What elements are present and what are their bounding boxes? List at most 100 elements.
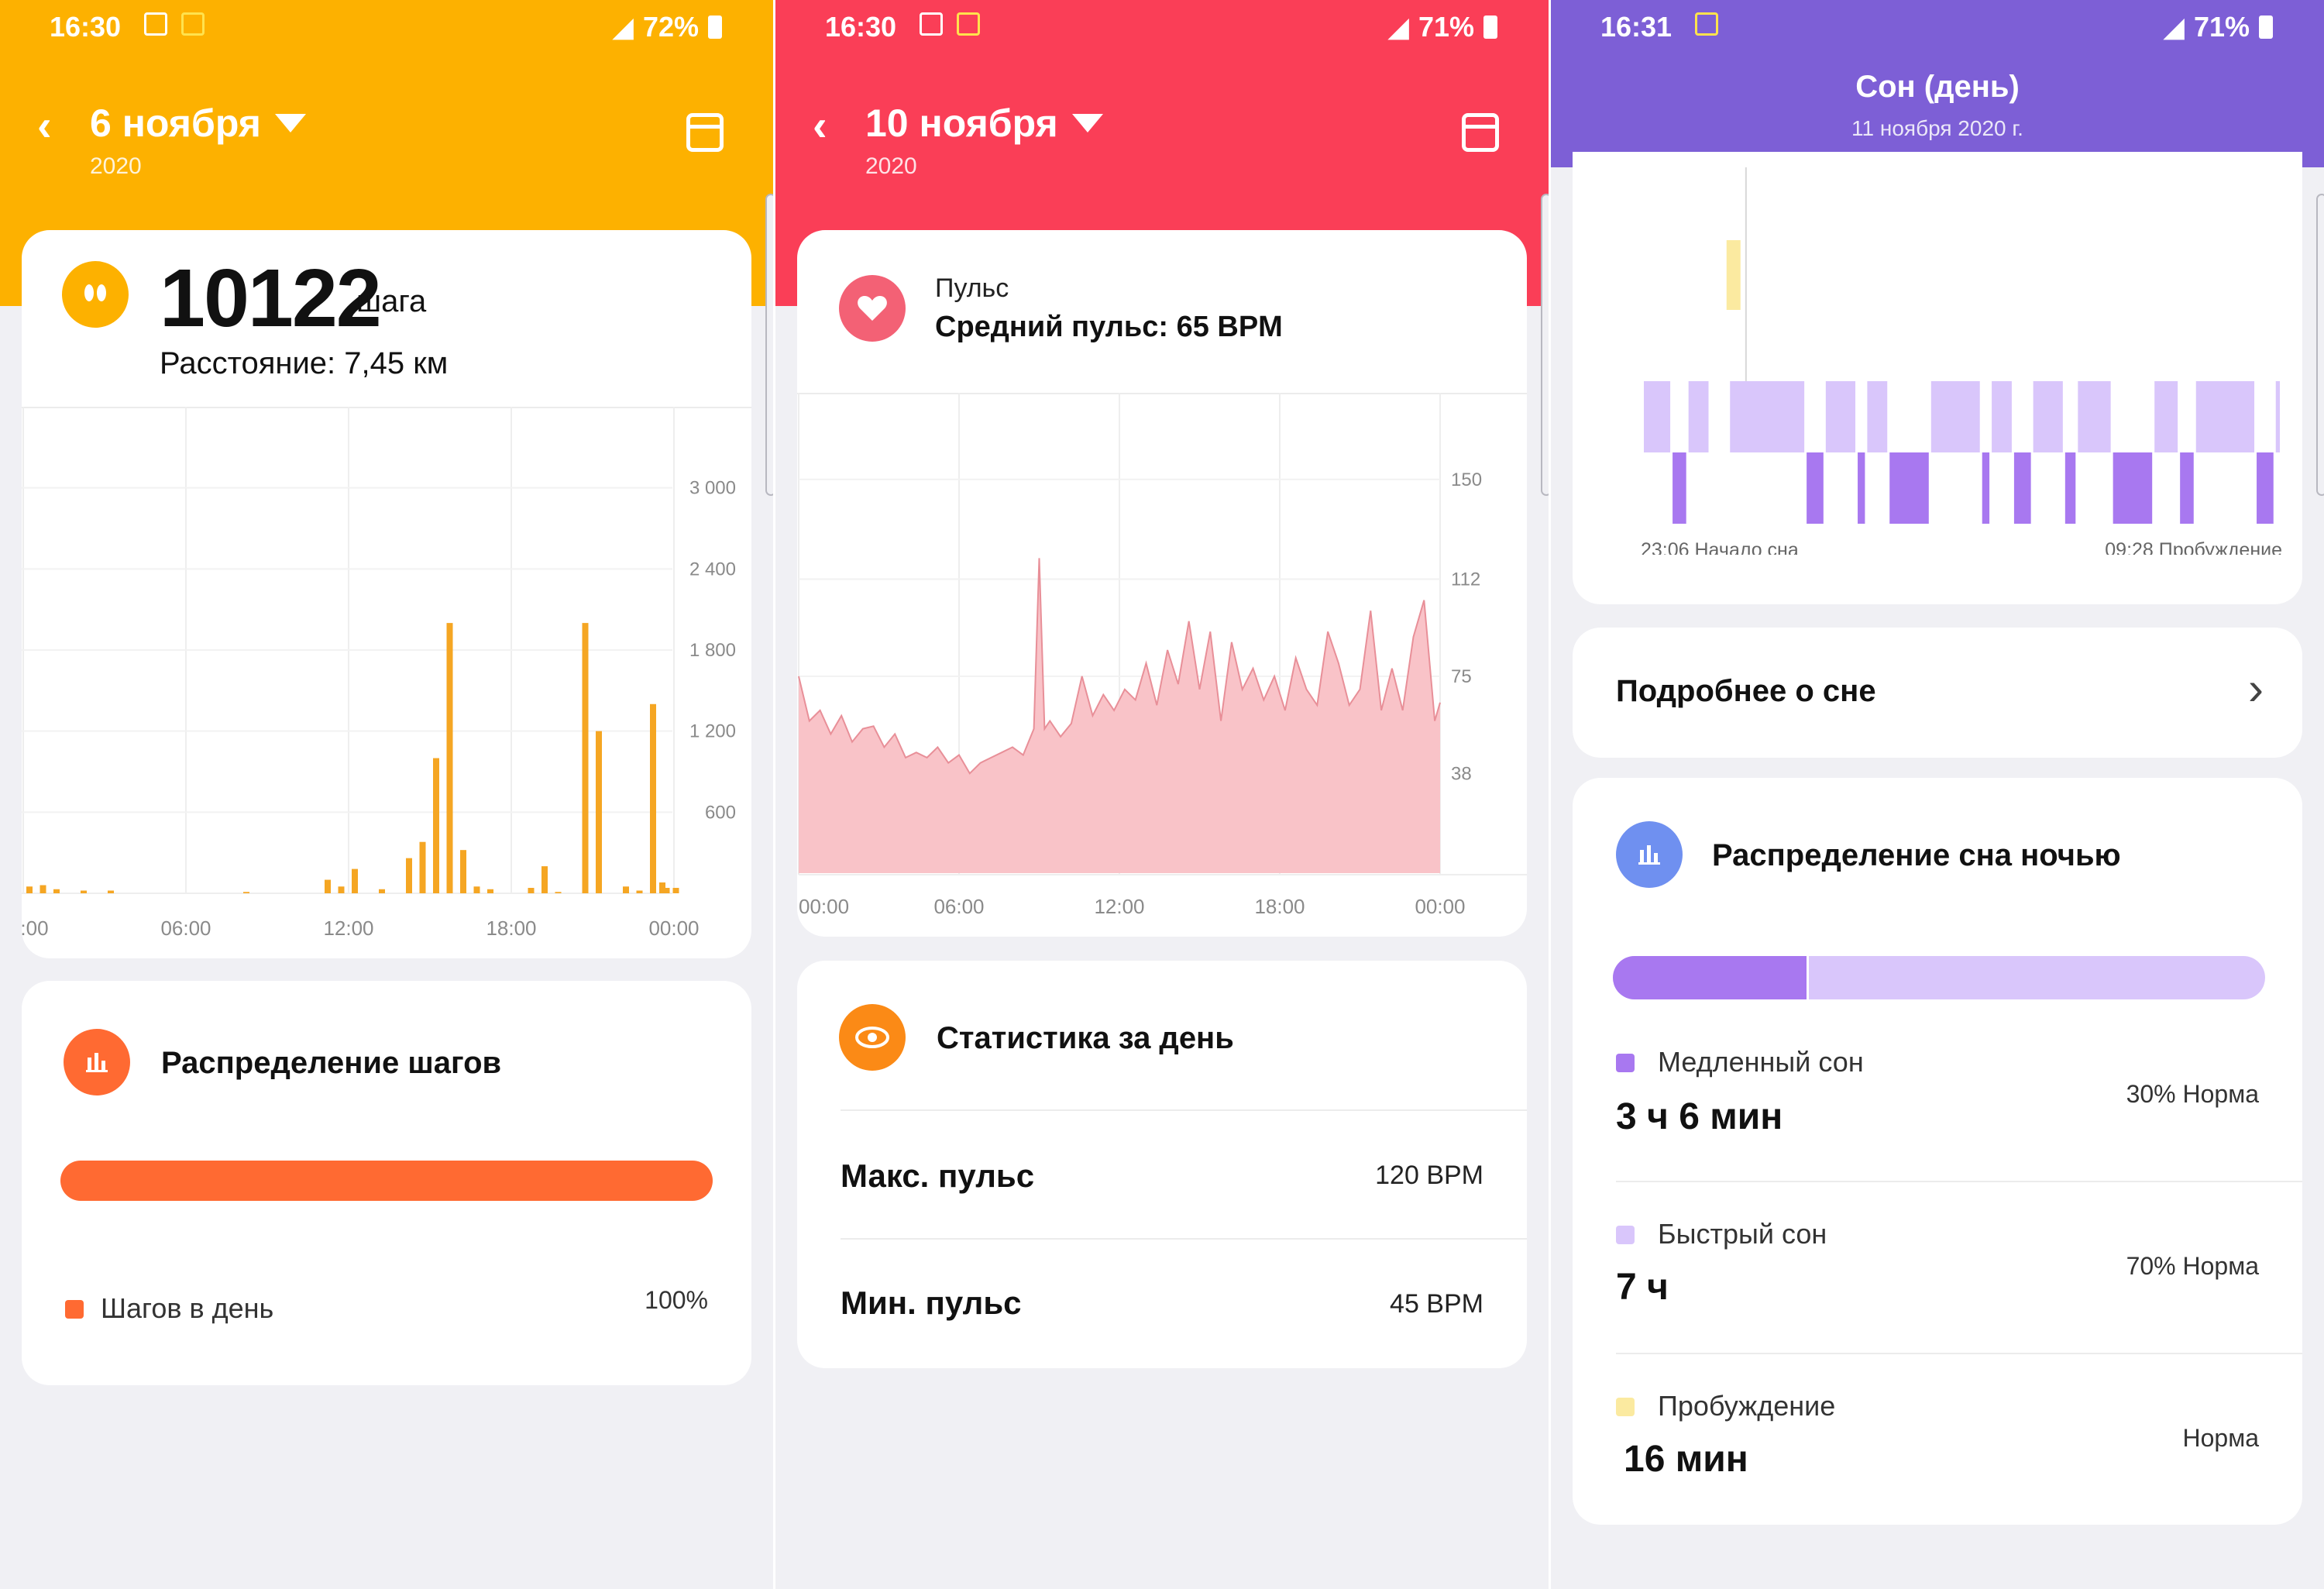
year-label: 2020 <box>865 153 917 179</box>
steps-total: 10122 <box>160 253 382 344</box>
battery-percent: 71% <box>1418 11 1474 43</box>
step-bar <box>659 882 665 893</box>
sleep-distribution-title: Распределение сна ночью <box>1712 838 2121 872</box>
eye-icon <box>839 1004 906 1071</box>
light-sleep-value: 7 ч <box>1616 1267 1669 1308</box>
y-tick-label: 3 000 <box>689 478 736 499</box>
gallery-icon <box>920 12 943 36</box>
divider <box>841 1109 1527 1111</box>
divider <box>1616 1181 2302 1182</box>
step-bar <box>541 866 548 893</box>
status-time: 16:30 <box>825 11 897 43</box>
light-sleep-percent: 70% Норма <box>2126 1252 2259 1280</box>
steps-distribution-bar <box>60 1161 713 1201</box>
sleep-distribution-card: Распределение сна ночью Медленный сон 3 … <box>1573 778 2302 1525</box>
date-label: 6 ноября <box>90 101 261 145</box>
heart-icon <box>839 275 906 342</box>
pulse-area <box>799 558 1440 873</box>
status-time: 16:30 <box>50 11 122 43</box>
step-bar <box>663 888 670 893</box>
step-bar <box>352 868 358 893</box>
status-notification-icons <box>144 12 205 36</box>
light-sleep-segment <box>1688 381 1709 452</box>
status-time: 16:31 <box>1600 11 1673 43</box>
y-tick-label: 1 200 <box>689 721 736 742</box>
steps-unit: шага <box>356 284 427 318</box>
date-selector[interactable]: 6 ноября <box>90 101 306 146</box>
signal-icon: ◢ <box>1387 11 1409 43</box>
chevron-right-icon: › <box>2248 662 2264 714</box>
max-pulse-value: 120 BPM <box>1375 1161 1483 1190</box>
sleep-details-card[interactable]: Подробнее о сне › <box>1573 628 2302 758</box>
step-bar <box>40 885 46 893</box>
x-tick-label: 12:00 <box>1094 895 1144 918</box>
x-tick-label: 00:00 <box>1415 895 1465 918</box>
caret-down-icon <box>274 114 306 132</box>
deep-sleep-segment <box>2113 452 2153 524</box>
bar-chart-icon <box>1616 821 1683 888</box>
chevron-left-icon[interactable]: ‹ <box>813 101 827 150</box>
step-bar <box>623 886 629 893</box>
light-sleep-segment <box>1825 381 1856 452</box>
x-tick-label: 00:00 <box>799 895 849 918</box>
status-notification-icons <box>1695 12 1718 36</box>
pulse-chart: 150 112 75 38 00:00 06:00 12:00 18:00 00:00 <box>798 393 1527 918</box>
battery-icon <box>1483 15 1497 39</box>
distribution-title: Распределение шагов <box>161 1046 502 1080</box>
legend-percent: 100% <box>645 1286 708 1314</box>
signal-icon: ◢ <box>2163 11 2185 43</box>
light-sleep-segment <box>1867 381 1888 452</box>
status-bar: 16:31 ◢ 71% <box>1551 0 2324 54</box>
awake-label: Пробуждение <box>1658 1390 1836 1422</box>
chevron-left-icon[interactable]: ‹ <box>37 101 52 150</box>
y-tick-label: 2 400 <box>689 559 736 580</box>
steps-chart: 3 000 2 400 1 800 1 200 600 00:00 06:00 12:00 18… <box>22 407 736 940</box>
light-sleep-segment <box>2195 381 2255 452</box>
max-pulse-label: Макс. пульс <box>841 1157 1035 1194</box>
daily-stats-card: Статистика за день Макс. пульс 120 BPM М… <box>797 961 1527 1368</box>
sleep-screen: 16:31 ◢ 71% Сон (день) 11 ноября 2020 г.… <box>1551 0 2324 1589</box>
legend-swatch <box>65 1300 84 1319</box>
battery-percent: 72% <box>642 11 699 43</box>
step-bar <box>636 890 643 893</box>
awake-value: 16 мин <box>1624 1439 1748 1480</box>
sleep-wake-label: 09:28 Пробуждение <box>2105 539 2282 555</box>
battery-icon <box>2259 15 2273 39</box>
sleep-details-label: Подробнее о сне <box>1616 674 1876 708</box>
steps-screen: 16:30 ◢ 72% ‹ 6 ноября 2020 10122 шага Р… <box>0 0 773 1589</box>
status-notification-icons <box>920 12 980 36</box>
sleep-page-subtitle: 11 ноября 2020 г. <box>1851 116 2023 140</box>
step-bar <box>650 703 656 893</box>
deep-sleep-segment <box>1858 452 1865 524</box>
date-selector[interactable]: 10 ноября <box>865 101 1103 146</box>
scroll-edge-handle <box>765 194 773 496</box>
y-tick-label: 600 <box>705 802 736 823</box>
step-bar <box>243 892 249 893</box>
steps-card: 10122 шага Расстояние: 7,45 км 3 000 2 40… <box>22 230 751 958</box>
light-sleep-segment <box>2033 381 2063 452</box>
step-bar <box>473 886 480 893</box>
step-bar <box>379 889 385 893</box>
step-bar <box>338 886 345 893</box>
average-pulse: Средний пульс: 65 BPM <box>935 311 1283 343</box>
sleep-header-background <box>1551 0 2324 167</box>
light-sleep-segment <box>2154 381 2178 452</box>
legend-label: Шагов в день <box>101 1292 274 1324</box>
calendar-icon[interactable] <box>1462 113 1499 152</box>
steps-distribution-card: Распределение шагов Шагов в день 100% <box>22 981 751 1385</box>
app-notification-icon <box>181 12 205 36</box>
date-nav: ‹ 10 ноября 2020 <box>775 93 1549 194</box>
y-tick-label: 75 <box>1451 666 1472 687</box>
pulse-card: Пульс Средний пульс: 65 BPM 150 112 75 38 00… <box>797 230 1527 937</box>
date-label: 10 ноября <box>865 101 1058 145</box>
light-sleep-swatch <box>1616 1226 1635 1244</box>
deep-sleep-value: 3 ч 6 мин <box>1616 1096 1783 1137</box>
calendar-icon[interactable] <box>686 113 724 152</box>
step-bar <box>487 889 493 893</box>
awake-swatch <box>1616 1398 1635 1416</box>
footprints-icon <box>62 261 129 328</box>
min-pulse-value: 45 BPM <box>1390 1289 1483 1319</box>
step-bar <box>26 886 33 893</box>
app-notification-icon <box>957 12 980 36</box>
deep-sleep-segment <box>2180 452 2194 524</box>
